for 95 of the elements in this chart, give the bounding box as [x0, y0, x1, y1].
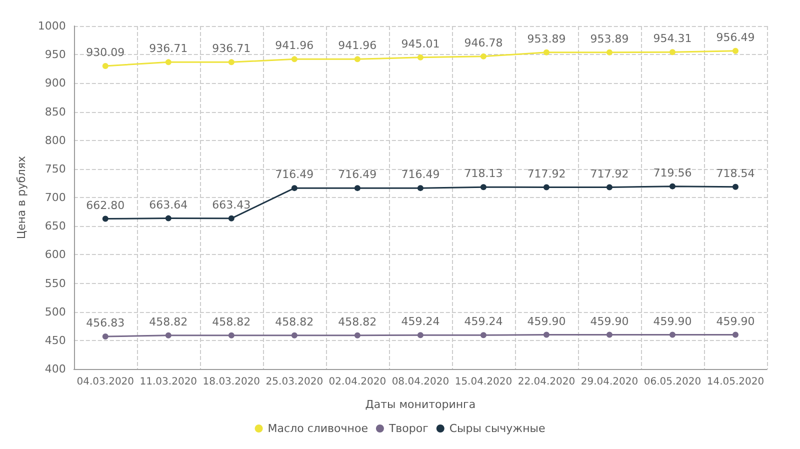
- point: [417, 332, 424, 338]
- y-tick-label: 1000: [38, 20, 66, 32]
- data-label: 953.89: [527, 32, 566, 46]
- y-tick-label: 550: [44, 276, 66, 290]
- point: [354, 185, 360, 192]
- point: [165, 59, 172, 66]
- point: [606, 184, 612, 190]
- point: [669, 332, 676, 338]
- x-tick-label: 14.05.2020: [706, 376, 764, 388]
- x-tick-label: 06.05.2020: [644, 376, 702, 388]
- legend-label: Сыры сычужные: [449, 422, 546, 435]
- point: [480, 332, 486, 338]
- x-tick-label: 18.03.2020: [202, 376, 260, 388]
- data-label: 458.82: [149, 315, 188, 328]
- x-tick-label: 29.04.2020: [580, 376, 638, 388]
- data-label: 459.24: [464, 315, 503, 328]
- data-label: 953.89: [590, 32, 629, 46]
- x-tick-label: 22.04.2020: [518, 376, 576, 388]
- data-label: 941.96: [275, 39, 314, 52]
- data-label: 930.09: [86, 46, 125, 59]
- point: [543, 184, 550, 190]
- point: [669, 183, 676, 190]
- point: [417, 54, 424, 60]
- x-tick-label: 08.04.2020: [392, 376, 450, 388]
- data-label: 459.90: [653, 314, 692, 328]
- data-label: 717.92: [590, 167, 629, 180]
- y-tick-label: 700: [44, 191, 66, 204]
- point: [480, 184, 486, 190]
- data-label: 719.56: [653, 166, 692, 180]
- point: [165, 215, 172, 222]
- data-label: 663.64: [149, 198, 188, 212]
- point: [291, 56, 298, 62]
- point: [291, 332, 298, 338]
- point: [291, 185, 298, 192]
- point: [732, 48, 738, 54]
- y-tick-label: 600: [44, 248, 66, 262]
- data-label: 458.82: [338, 315, 377, 328]
- data-label: 459.90: [527, 314, 566, 328]
- y-tick-label: 900: [44, 76, 66, 90]
- data-label: 717.92: [527, 167, 566, 180]
- data-label: 954.31: [653, 32, 692, 46]
- legend-label: Творог: [388, 422, 429, 435]
- point: [354, 332, 360, 338]
- x-tick-label: 11.03.2020: [140, 376, 198, 388]
- data-label: 936.71: [149, 42, 188, 56]
- data-label: 662.80: [86, 198, 125, 212]
- data-label: 663.43: [212, 198, 251, 212]
- data-label: 459.90: [716, 314, 755, 328]
- y-tick-label: 650: [44, 220, 66, 233]
- data-label: 456.83: [86, 316, 125, 330]
- x-tick-label: 02.04.2020: [328, 376, 386, 388]
- point: [354, 56, 360, 62]
- data-label: 718.13: [464, 167, 503, 180]
- x-axis-title: Даты мониторинга: [365, 398, 476, 411]
- y-tick-label: 800: [44, 134, 66, 147]
- data-label: 945.01: [401, 37, 440, 50]
- y-axis-title: Цена в рублях: [15, 155, 28, 240]
- data-label: 716.49: [338, 168, 377, 182]
- point: [543, 49, 550, 56]
- point: [102, 62, 108, 69]
- data-label: 936.71: [212, 42, 251, 56]
- data-label: 459.90: [590, 314, 629, 328]
- data-label: 459.24: [401, 315, 440, 328]
- y-tick-label: 450: [44, 334, 66, 347]
- data-label: 716.49: [275, 168, 314, 182]
- point: [228, 215, 234, 222]
- y-tick-label: 400: [44, 362, 66, 376]
- data-label: 718.54: [716, 166, 755, 180]
- legend-label: Масло сливочное: [268, 422, 368, 435]
- x-tick-label: 04.03.2020: [76, 376, 134, 388]
- data-label: 716.49: [401, 168, 440, 182]
- data-label: 956.49: [716, 30, 755, 44]
- x-tick-label: 15.04.2020: [454, 376, 512, 388]
- y-tick-label: 850: [44, 105, 66, 118]
- y-tick-label: 500: [44, 305, 66, 318]
- point: [417, 185, 424, 192]
- data-label: 941.96: [338, 39, 377, 52]
- point: [543, 332, 550, 338]
- point: [606, 49, 612, 56]
- point: [228, 332, 234, 338]
- point: [165, 332, 172, 338]
- data-label: 946.78: [464, 36, 503, 50]
- data-label: 458.82: [275, 315, 314, 328]
- point: [732, 184, 738, 190]
- data-label: 458.82: [212, 315, 251, 328]
- point: [228, 59, 234, 66]
- y-tick-label: 950: [44, 48, 66, 62]
- point: [606, 332, 612, 338]
- y-tick-label: 750: [44, 162, 66, 176]
- point: [669, 49, 676, 56]
- point: [102, 216, 108, 222]
- x-tick-label: 25.03.2020: [266, 376, 324, 388]
- point: [102, 334, 108, 340]
- point: [480, 53, 486, 60]
- point: [732, 332, 738, 338]
